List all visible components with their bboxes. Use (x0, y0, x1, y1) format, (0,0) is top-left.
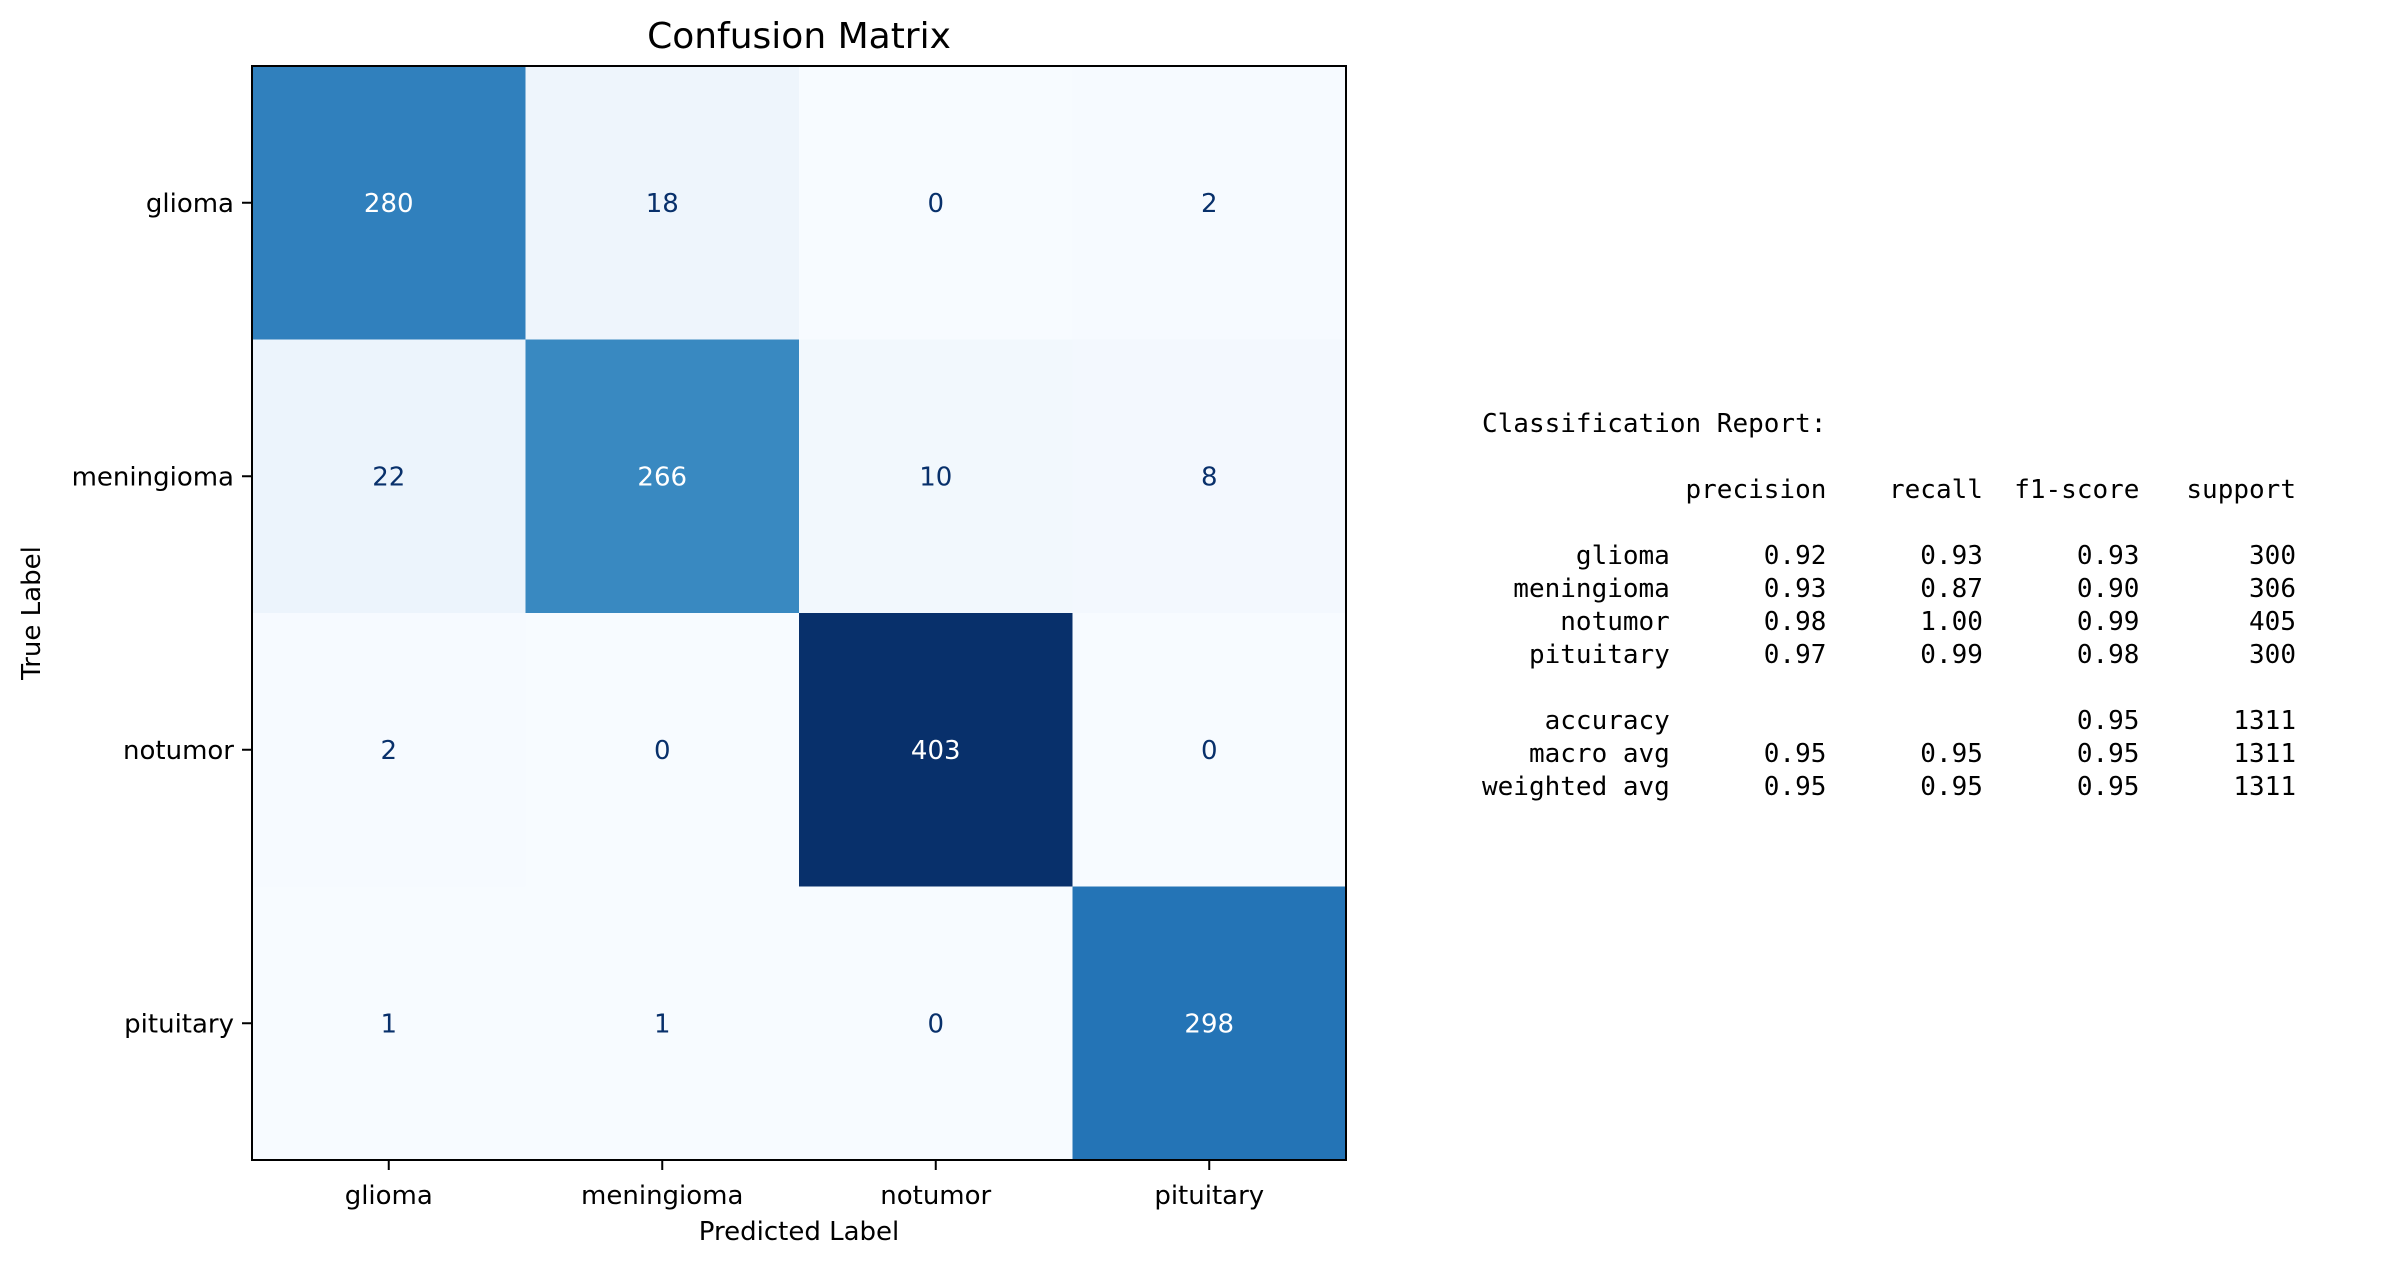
y-tick-label: glioma (146, 189, 234, 219)
cell-value-label: 22 (372, 462, 405, 492)
classification-report: Classification Report: precision recall … (1482, 409, 2296, 802)
cell-value-label: 8 (1201, 462, 1218, 492)
x-tick-label: meningioma (581, 1181, 743, 1211)
heatmap-cell (799, 613, 1073, 887)
cell-value-label: 10 (919, 462, 952, 492)
cell-value-label: 0 (1201, 736, 1218, 766)
heatmap-cell (1072, 66, 1347, 340)
cell-value-label: 403 (911, 736, 961, 766)
cell-value-label: 298 (1184, 1009, 1234, 1039)
cell-value-label: 0 (654, 736, 671, 766)
heatmap-cell (252, 886, 526, 1161)
heatmap-cell (1072, 886, 1347, 1161)
cell-value-label: 2 (380, 736, 397, 766)
heatmap-cell (1072, 339, 1347, 614)
cell-value-label: 266 (637, 462, 687, 492)
chart-title: Confusion Matrix (647, 16, 951, 57)
y-tick-label: notumor (123, 736, 234, 766)
heatmap-cell (799, 66, 1073, 340)
heatmap-cell (525, 613, 800, 887)
heatmap-cell (252, 613, 526, 887)
y-axis-label: True Label (17, 546, 47, 681)
cell-value-label: 1 (380, 1009, 397, 1039)
heatmap-cells: 280 18 0 222 266 10 82 0 403 01 1 0 298 (252, 66, 1347, 1161)
heatmap-cell (252, 339, 526, 614)
y-axis-ticks: glioma meningioma notumor pituitary (72, 189, 252, 1039)
x-axis-label: Predicted Label (699, 1217, 899, 1247)
cell-value-label: 280 (364, 189, 414, 219)
heatmap-cell (525, 66, 800, 340)
x-tick-label: glioma (345, 1181, 433, 1211)
x-tick-label: pituitary (1154, 1181, 1264, 1211)
cell-value-label: 0 (927, 189, 944, 219)
cell-value-label: 18 (646, 189, 679, 219)
heatmap-cell (525, 886, 800, 1161)
y-tick-label: meningioma (72, 462, 234, 492)
heatmap-cell (799, 886, 1073, 1161)
heatmap-cell (252, 66, 526, 340)
x-tick-label: notumor (880, 1181, 991, 1211)
cell-value-label: 2 (1201, 189, 1218, 219)
plot-frame (251, 65, 1347, 1161)
y-tick-label: pituitary (124, 1009, 234, 1039)
cell-value-label: 0 (927, 1009, 944, 1039)
heatmap-cell (799, 339, 1073, 614)
cell-value-label: 1 (654, 1009, 671, 1039)
heatmap-cell (525, 339, 800, 614)
heatmap-cell (1072, 613, 1347, 887)
x-axis-ticks: glioma meningioma notumor pituitary (345, 1160, 1264, 1211)
